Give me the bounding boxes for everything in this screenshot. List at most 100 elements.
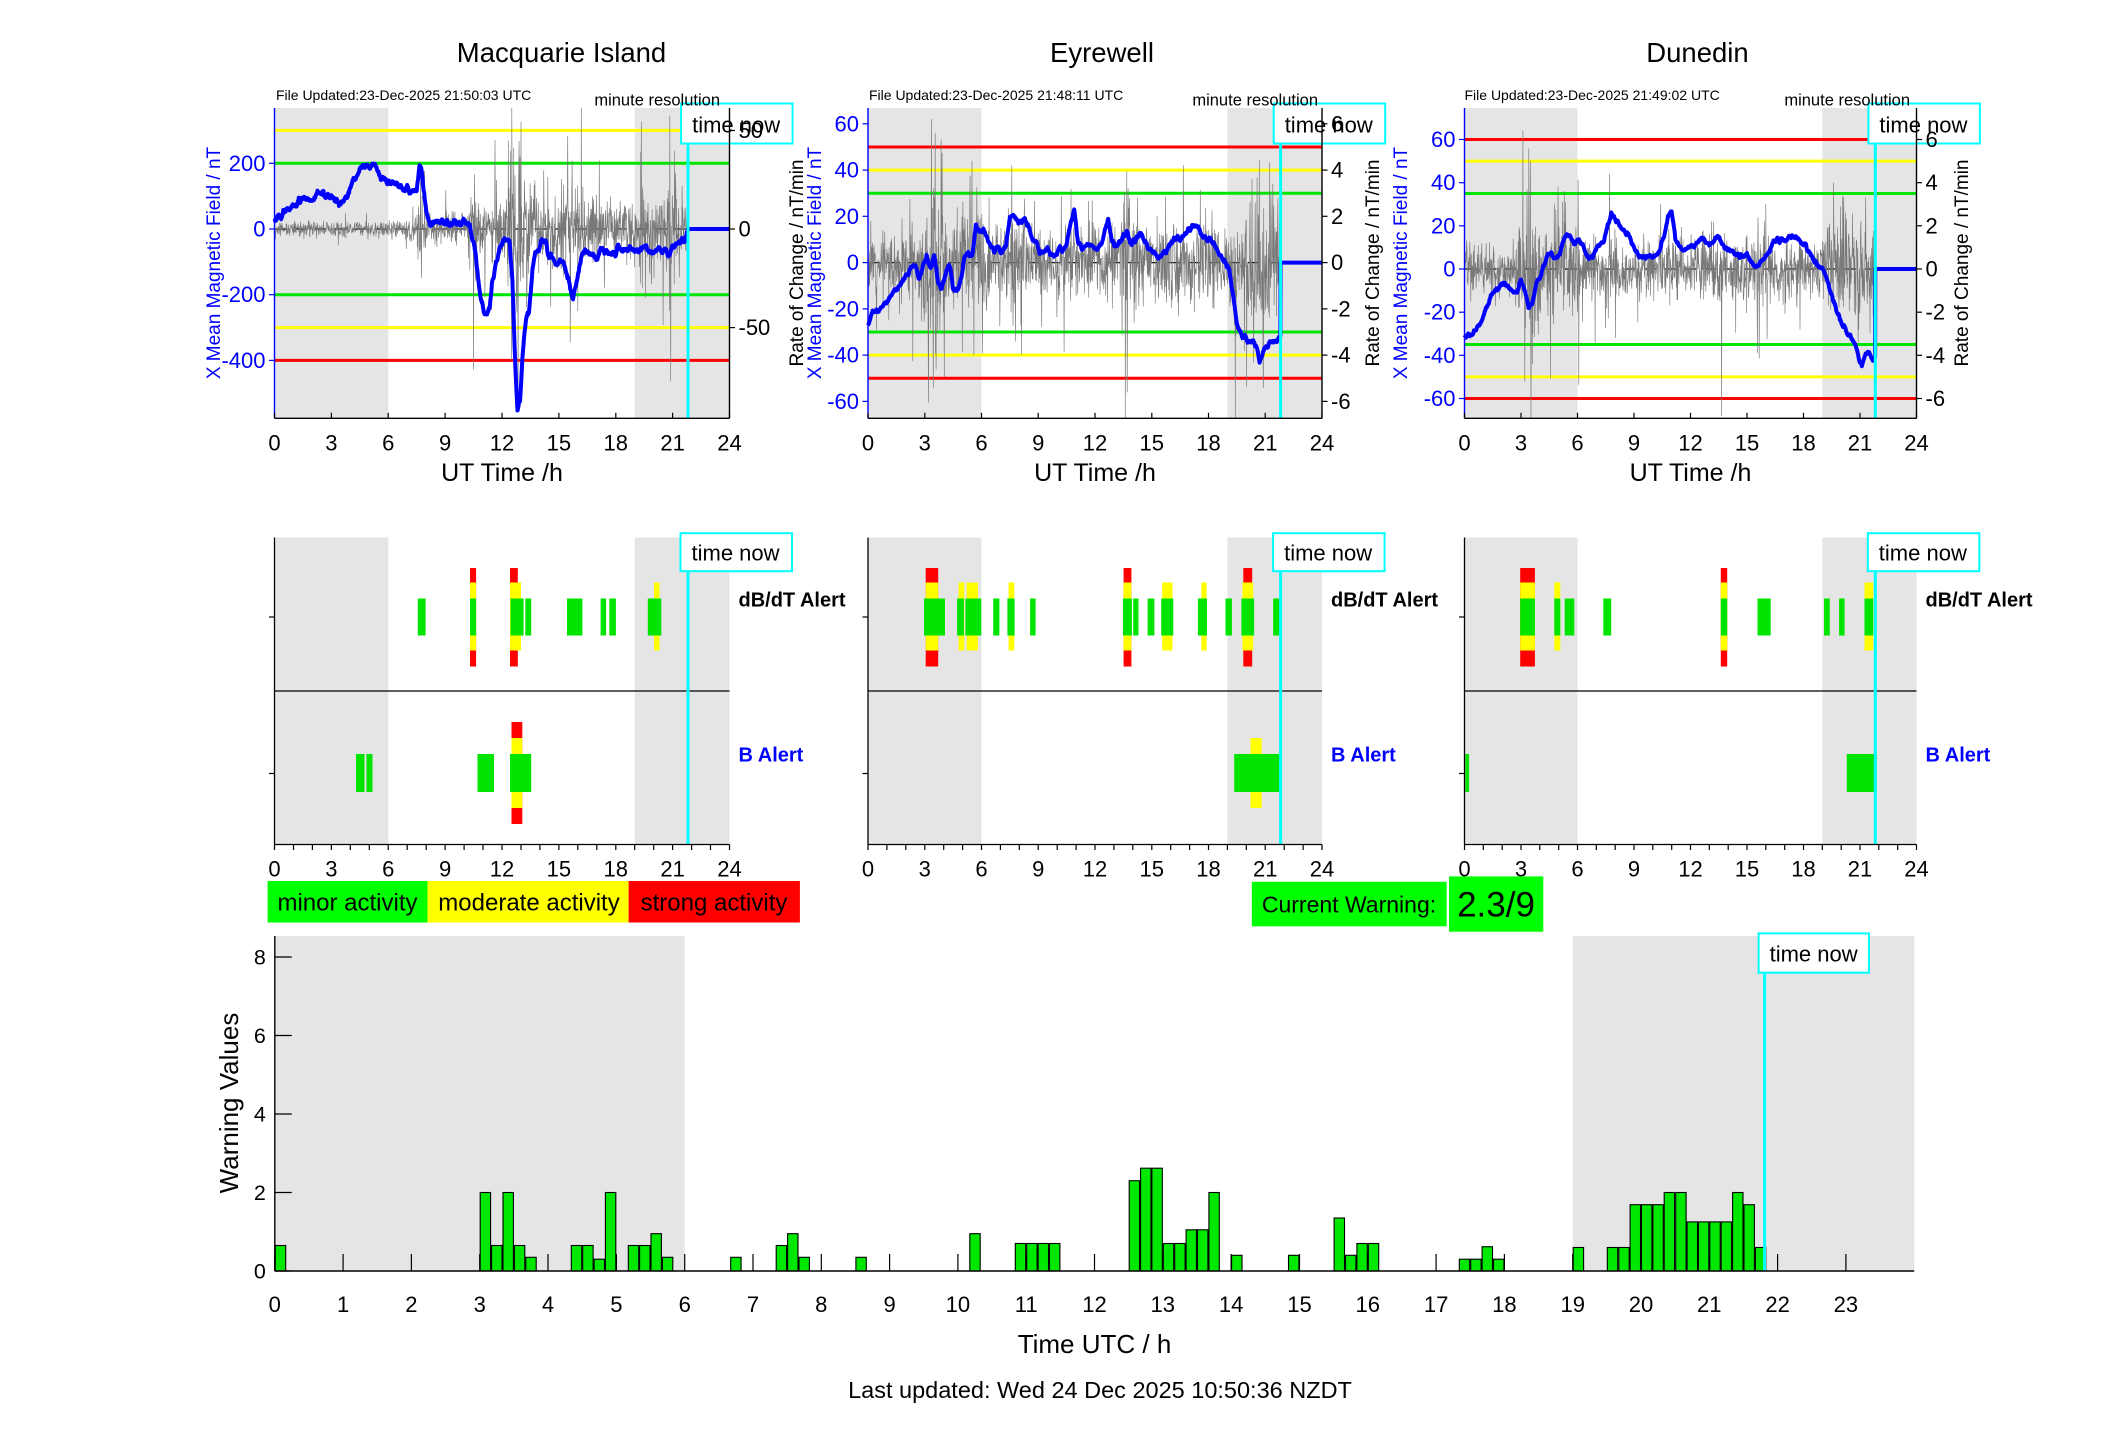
svg-text:File Updated:23-Dec-2025 21:49: File Updated:23-Dec-2025 21:49:02 UTC — [1465, 87, 1720, 103]
svg-text:Rate of Change / nT/min: Rate of Change / nT/min — [1363, 160, 1384, 367]
svg-text:time now: time now — [1284, 541, 1372, 566]
svg-text:24: 24 — [1904, 431, 1928, 456]
svg-text:0: 0 — [254, 1260, 266, 1284]
svg-text:20: 20 — [1431, 213, 1455, 238]
svg-text:18: 18 — [604, 857, 628, 882]
svg-text:time now: time now — [692, 113, 780, 138]
svg-text:8: 8 — [815, 1292, 827, 1317]
svg-text:6: 6 — [975, 857, 987, 882]
svg-text:23: 23 — [1834, 1292, 1858, 1317]
svg-text:21: 21 — [1253, 431, 1277, 456]
svg-text:7: 7 — [747, 1292, 759, 1317]
svg-text:2: 2 — [405, 1292, 417, 1317]
svg-text:minute resolution: minute resolution — [1784, 92, 1910, 110]
svg-text:21: 21 — [1848, 857, 1872, 882]
svg-text:6: 6 — [254, 1024, 266, 1048]
svg-text:Last updated: Wed 24 Dec 2025: Last updated: Wed 24 Dec 2025 10:50:36 N… — [848, 1377, 1352, 1403]
svg-text:6: 6 — [679, 1292, 691, 1317]
svg-text:Current Warning:: Current Warning: — [1262, 892, 1436, 918]
svg-text:24: 24 — [1310, 431, 1334, 456]
svg-text:200: 200 — [229, 151, 266, 176]
svg-text:-200: -200 — [221, 282, 265, 307]
svg-text:dB/dT Alert: dB/dT Alert — [1926, 590, 2033, 612]
svg-text:15: 15 — [1140, 857, 1164, 882]
svg-text:16: 16 — [1356, 1292, 1380, 1317]
svg-text:0: 0 — [862, 431, 874, 456]
svg-text:Time UTC / h: Time UTC / h — [1018, 1329, 1172, 1359]
svg-text:-2: -2 — [1331, 296, 1351, 321]
svg-text:0: 0 — [847, 250, 859, 275]
svg-text:Rate of Change / nT/min: Rate of Change / nT/min — [787, 160, 808, 367]
svg-text:strong activity: strong activity — [641, 890, 788, 917]
svg-text:24: 24 — [717, 857, 741, 882]
svg-text:time now: time now — [692, 541, 780, 566]
svg-text:-4: -4 — [1331, 343, 1351, 368]
svg-text:13: 13 — [1151, 1292, 1175, 1317]
svg-text:12: 12 — [1083, 431, 1107, 456]
svg-text:12: 12 — [1678, 431, 1702, 456]
svg-text:24: 24 — [717, 431, 741, 456]
svg-text:6: 6 — [382, 857, 394, 882]
svg-text:3: 3 — [325, 431, 337, 456]
svg-text:-40: -40 — [1424, 343, 1456, 368]
svg-text:5: 5 — [610, 1292, 622, 1317]
svg-text:minor activity: minor activity — [277, 890, 417, 917]
svg-text:12: 12 — [1678, 857, 1702, 882]
svg-text:-20: -20 — [827, 296, 859, 321]
svg-text:4: 4 — [1926, 170, 1938, 195]
svg-text:-2: -2 — [1926, 300, 1946, 325]
svg-text:4: 4 — [254, 1103, 266, 1127]
svg-text:15: 15 — [1735, 857, 1759, 882]
svg-text:9: 9 — [439, 431, 451, 456]
svg-text:11: 11 — [1015, 1292, 1038, 1317]
svg-text:50: 50 — [739, 118, 763, 143]
svg-text:17: 17 — [1424, 1292, 1448, 1317]
svg-text:22: 22 — [1765, 1292, 1789, 1317]
svg-text:21: 21 — [1253, 857, 1277, 882]
svg-text:3: 3 — [474, 1292, 486, 1317]
svg-text:Eyrewell: Eyrewell — [1050, 37, 1154, 68]
svg-text:0: 0 — [1331, 250, 1343, 275]
svg-text:moderate activity: moderate activity — [438, 890, 619, 917]
svg-text:Macquarie Island: Macquarie Island — [457, 37, 666, 68]
svg-text:15: 15 — [547, 857, 571, 882]
svg-text:21: 21 — [1697, 1292, 1721, 1317]
svg-text:15: 15 — [1140, 431, 1164, 456]
svg-text:time now: time now — [1770, 942, 1858, 967]
svg-text:-40: -40 — [827, 343, 859, 368]
svg-text:3: 3 — [1515, 857, 1527, 882]
svg-text:0: 0 — [1926, 257, 1938, 282]
svg-text:-6: -6 — [1926, 386, 1946, 411]
svg-text:Warning Values: Warning Values — [214, 1013, 244, 1194]
svg-text:X Mean Magnetic Field / nT: X Mean Magnetic Field / nT — [805, 146, 826, 379]
svg-text:0: 0 — [862, 857, 874, 882]
svg-text:0: 0 — [1458, 857, 1470, 882]
svg-text:3: 3 — [919, 431, 931, 456]
svg-text:B Alert: B Alert — [1926, 745, 1991, 767]
svg-text:12: 12 — [1083, 857, 1107, 882]
svg-text:0: 0 — [268, 857, 280, 882]
svg-text:15: 15 — [547, 431, 571, 456]
svg-text:3: 3 — [1515, 431, 1527, 456]
svg-text:4: 4 — [542, 1292, 554, 1317]
svg-text:40: 40 — [1431, 170, 1455, 195]
svg-text:21: 21 — [1848, 431, 1872, 456]
svg-text:18: 18 — [1791, 857, 1815, 882]
svg-text:-400: -400 — [221, 348, 265, 373]
svg-text:X Mean Magnetic Field / nT: X Mean Magnetic Field / nT — [204, 146, 225, 379]
svg-text:9: 9 — [439, 857, 451, 882]
svg-text:9: 9 — [1628, 857, 1640, 882]
svg-text:19: 19 — [1560, 1292, 1584, 1317]
svg-text:12: 12 — [490, 431, 514, 456]
svg-text:21: 21 — [660, 857, 684, 882]
svg-text:9: 9 — [1032, 431, 1044, 456]
svg-text:8: 8 — [254, 946, 266, 970]
svg-text:20: 20 — [1629, 1292, 1653, 1317]
svg-text:60: 60 — [835, 111, 859, 136]
svg-text:15: 15 — [1735, 431, 1759, 456]
svg-text:minute resolution: minute resolution — [594, 92, 720, 110]
svg-text:0: 0 — [1458, 431, 1470, 456]
svg-text:9: 9 — [1628, 431, 1640, 456]
svg-text:9: 9 — [1032, 857, 1044, 882]
svg-text:6: 6 — [975, 431, 987, 456]
